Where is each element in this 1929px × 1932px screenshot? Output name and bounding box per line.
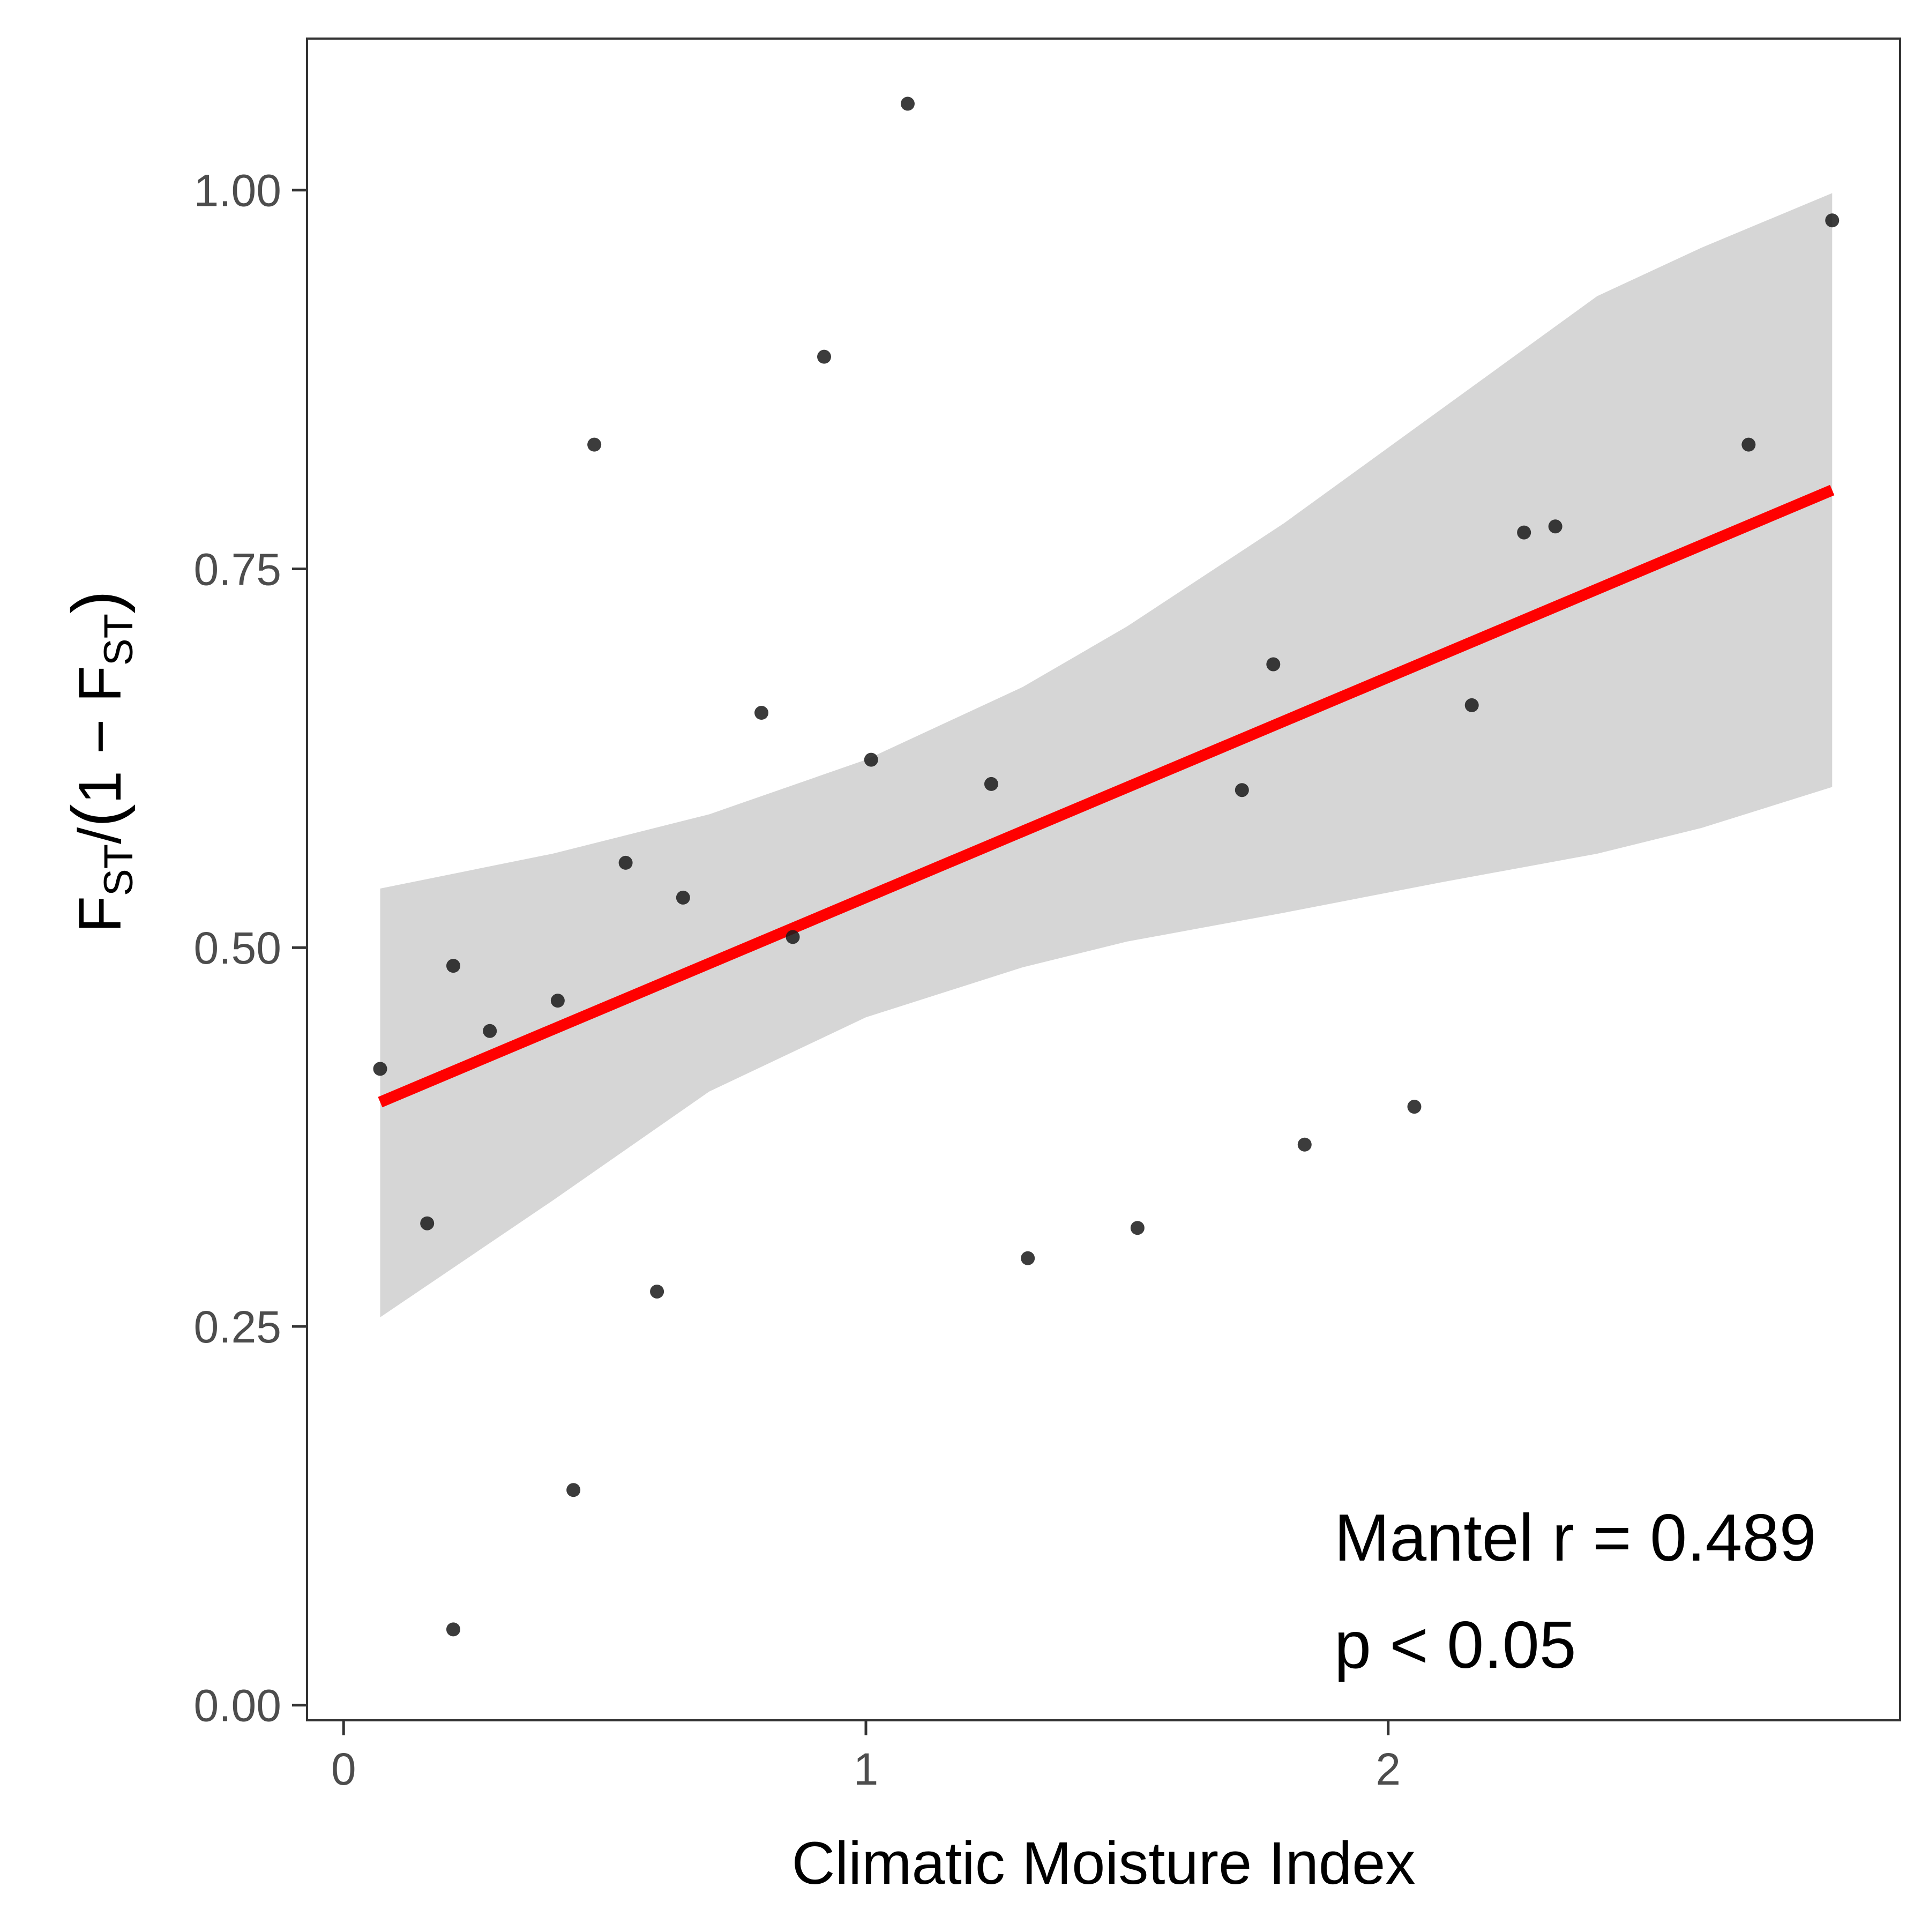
x-tick-label-2: 2	[1375, 1744, 1401, 1794]
confidence-band	[380, 193, 1833, 1318]
data-point-10	[676, 890, 690, 905]
data-point-0	[373, 1062, 387, 1076]
data-point-8	[618, 855, 633, 870]
regression-line-layer	[378, 484, 1835, 1108]
data-point-19	[1235, 783, 1249, 797]
data-point-14	[864, 752, 878, 767]
y-tick-label-4: 1.00	[194, 166, 282, 216]
data-point-16	[984, 777, 998, 791]
y-title-sub: ST	[96, 844, 141, 896]
data-point-13	[817, 349, 832, 364]
data-point-18	[1130, 1221, 1145, 1235]
data-point-26	[1741, 437, 1756, 452]
data-point-25	[1548, 519, 1562, 534]
y-tick-label-1: 0.25	[194, 1302, 282, 1352]
x-tick-label-1: 1	[854, 1744, 879, 1794]
data-point-27	[1825, 213, 1840, 228]
data-point-22	[1407, 1100, 1422, 1114]
data-point-2	[446, 959, 460, 973]
data-point-9	[650, 1284, 664, 1299]
y-title-one-minus: 1 − F	[66, 666, 133, 804]
data-point-23	[1464, 698, 1479, 712]
data-point-6	[566, 1483, 581, 1497]
x-axis-title: Climatic Moisture Index	[792, 1830, 1416, 1897]
y-title-close-paren: )	[57, 591, 136, 614]
y-tick-label-2: 0.50	[194, 923, 282, 973]
y-axis-title: FST/(1 − FST)	[57, 591, 141, 933]
confidence-band-layer	[380, 193, 1833, 1318]
x-tick-label-0: 0	[331, 1744, 356, 1794]
data-points-layer	[373, 96, 1840, 1637]
regression-line	[378, 484, 1835, 1108]
data-point-7	[587, 437, 602, 452]
y-tick-label-3: 0.75	[194, 544, 282, 594]
y-title-f: F	[66, 896, 133, 933]
plot-panel-border	[306, 38, 1901, 1721]
y-title-sub2: ST	[96, 614, 141, 666]
data-point-3	[446, 1622, 460, 1637]
data-point-21	[1297, 1137, 1312, 1152]
data-point-17	[1021, 1251, 1035, 1265]
y-tick-label-0: 0.00	[194, 1681, 282, 1731]
data-point-4	[483, 1024, 497, 1038]
data-point-12	[786, 930, 800, 944]
p-value-annotation: p < 0.05	[1334, 1608, 1576, 1682]
x-axis: 0 1 2	[331, 1720, 1401, 1794]
data-point-20	[1266, 657, 1281, 672]
y-title-open-paren: (	[57, 804, 136, 827]
data-point-11	[754, 706, 769, 720]
y-axis: 0.00 0.25 0.50 0.75 1.00	[194, 166, 307, 1731]
data-point-24	[1517, 525, 1531, 540]
mantel-r-annotation: Mantel r = 0.489	[1334, 1501, 1816, 1575]
data-point-15	[900, 96, 915, 111]
data-point-5	[550, 994, 565, 1008]
data-point-1	[420, 1216, 435, 1230]
y-title-slash: /	[66, 827, 133, 844]
